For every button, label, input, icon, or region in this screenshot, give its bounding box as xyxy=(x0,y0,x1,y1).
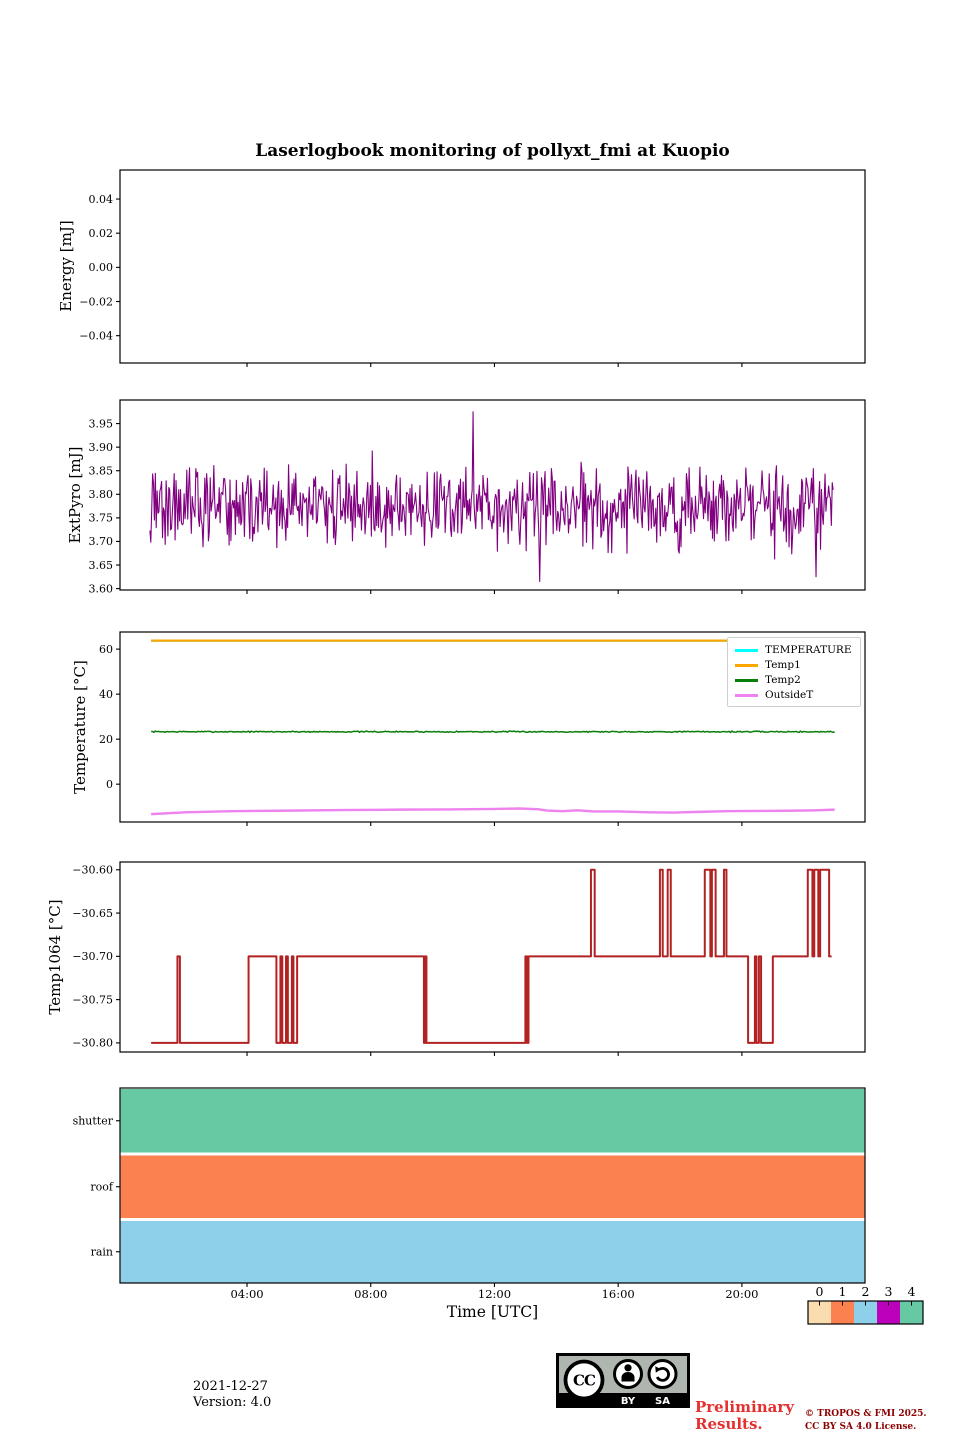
by-person-head xyxy=(624,1364,632,1372)
xtick-label: 20:00 xyxy=(725,1287,758,1301)
sa-arrow-arc xyxy=(655,1366,670,1382)
colorbar-segment-2 xyxy=(854,1301,877,1324)
sa-arrow-head xyxy=(655,1366,662,1373)
legend-item-Temp1: Temp1 xyxy=(735,658,854,672)
energy-ytick-label: −0.04 xyxy=(79,329,113,342)
xtick-label: 12:00 xyxy=(478,1287,511,1301)
legend-item-Temp2: Temp2 xyxy=(735,673,854,687)
legend-line-sample xyxy=(735,693,758,697)
colorbar-segment-0 xyxy=(808,1301,831,1324)
band-label-rain: rain xyxy=(91,1246,113,1259)
colorbar-tick-label: 3 xyxy=(885,1284,893,1299)
legend-label: OutsideT xyxy=(765,689,814,701)
energy-ytick-label: 0.02 xyxy=(89,227,114,240)
legend-line-sample xyxy=(735,663,758,667)
temperature-ytick-label: 20 xyxy=(99,733,113,746)
extpyro-ytick-label: 3.95 xyxy=(89,417,114,430)
series-Temp1064 xyxy=(151,868,832,1044)
extpyro-ytick-label: 3.60 xyxy=(89,582,114,595)
extpyro-ytick-label: 3.70 xyxy=(89,535,114,548)
series-OutsideT xyxy=(151,807,835,816)
preliminary-note: Preliminary Results. xyxy=(695,1398,794,1433)
temp1064-ytick-label: −30.80 xyxy=(72,1037,113,1050)
band-label-roof: roof xyxy=(90,1181,114,1194)
copyright-note: © TROPOS & FMI 2025. CC BY SA 4.0 Licens… xyxy=(805,1409,927,1432)
colorbar-frame xyxy=(807,1300,924,1325)
legend-label: Temp2 xyxy=(765,674,801,686)
sa-arrow-icon xyxy=(647,1359,678,1389)
energy-frame xyxy=(119,169,866,364)
extpyro-frame xyxy=(119,399,866,591)
legend-item-TEMPERATURE: TEMPERATURE xyxy=(735,643,854,657)
colorbar-segment-1 xyxy=(831,1301,854,1324)
figure-title: Laserlogbook monitoring of pollyxt_fmi a… xyxy=(255,141,730,161)
colorbar-tick-label: 0 xyxy=(816,1284,824,1299)
extpyro-ytick-label: 3.75 xyxy=(89,512,114,525)
temp1064-frame xyxy=(119,861,866,1053)
temp1064-ytick-label: −30.65 xyxy=(72,907,113,920)
extpyro-ytick-label: 3.65 xyxy=(89,559,114,572)
band-shutter xyxy=(120,1089,865,1153)
xtick-label: 16:00 xyxy=(602,1287,635,1301)
extpyro-ytick-label: 3.80 xyxy=(89,488,114,501)
by-person-body xyxy=(621,1372,635,1382)
badge-by-label: BY xyxy=(621,1396,636,1407)
legend-item-OutsideT: OutsideT xyxy=(735,688,854,702)
series-ExtPyro xyxy=(149,411,834,583)
cc-circle-icon xyxy=(563,1359,605,1401)
colorbar-tick-label: 2 xyxy=(862,1284,870,1299)
badge-sa-label: SA xyxy=(655,1396,670,1407)
temperature-ytick-label: 60 xyxy=(99,643,113,656)
date-version-text: 2021-12-27 Version: 4.0 xyxy=(193,1379,272,1410)
xtick-label: 08:00 xyxy=(354,1287,387,1301)
x-axis-label: Time [UTC] xyxy=(446,1303,539,1321)
colorbar-segment-3 xyxy=(877,1301,900,1324)
temp1064-ytick-label: −30.75 xyxy=(72,993,113,1006)
band-roof xyxy=(120,1155,865,1218)
colorbar-segment-4 xyxy=(900,1301,923,1324)
temperature-frame xyxy=(119,631,866,823)
temp1064-ytick-label: −30.70 xyxy=(72,950,113,963)
temperature-ytick-label: 40 xyxy=(99,688,113,701)
extpyro-ytick-label: 3.85 xyxy=(89,465,114,478)
colorbar-tick-label: 1 xyxy=(839,1284,847,1299)
extpyro-ytick-label: 3.90 xyxy=(89,441,114,454)
status-frame xyxy=(119,1087,866,1284)
energy-ytick-label: −0.02 xyxy=(79,295,113,308)
cc-by-sa-badge: CC BY SA xyxy=(556,1353,690,1408)
band-rain xyxy=(120,1221,865,1283)
temp1064-ytick-label: −30.60 xyxy=(72,864,113,877)
energy-ytick-label: 0.00 xyxy=(89,261,114,274)
colorbar-tick-label: 4 xyxy=(908,1284,916,1299)
band-label-shutter: shutter xyxy=(73,1115,114,1128)
legend-line-sample xyxy=(735,678,758,682)
cc-circle-text: CC xyxy=(573,1372,596,1390)
energy-ytick-label: 0.04 xyxy=(89,193,114,206)
legend-label: TEMPERATURE xyxy=(765,644,852,656)
legend-line-sample xyxy=(735,648,758,652)
legend-label: Temp1 xyxy=(765,659,801,671)
xtick-label: 04:00 xyxy=(230,1287,263,1301)
temperature-ytick-label: 0 xyxy=(106,778,113,791)
temperature-legend: TEMPERATURE Temp1 Temp2 OutsideT xyxy=(727,637,861,707)
series-Temp2 xyxy=(151,730,835,734)
